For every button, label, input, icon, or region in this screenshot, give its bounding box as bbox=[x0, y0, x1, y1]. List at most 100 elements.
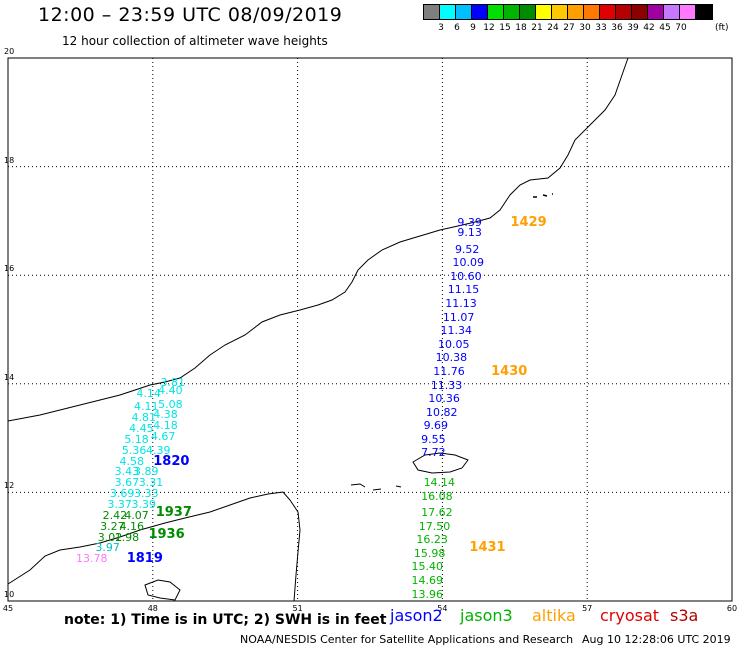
wave-height-value: 10.38 bbox=[435, 351, 468, 365]
satellite-legend-jason3: jason3 bbox=[460, 606, 513, 625]
wave-height-value: 11.34 bbox=[440, 324, 472, 338]
wave-height-value: 15.40 bbox=[411, 560, 444, 574]
pass-time-label: 1430 bbox=[491, 363, 528, 379]
wave-height-value: 3.67 bbox=[114, 476, 140, 490]
lat-lon-grid bbox=[7, 57, 733, 602]
longitude-label: 51 bbox=[292, 604, 303, 613]
wave-height-value: 1.98 bbox=[114, 530, 140, 544]
wave-height-value: 11.33 bbox=[430, 378, 463, 392]
latitude-label: 16 bbox=[4, 264, 15, 274]
units-note: note: 1) Time is in UTC; 2) SWH is in fe… bbox=[64, 612, 387, 628]
wave-height-value: 4.16 bbox=[119, 519, 144, 533]
color-scale-label: 15 bbox=[499, 23, 511, 33]
wave-height-value: 11.15 bbox=[447, 283, 480, 297]
color-scale-label: 70 bbox=[675, 23, 687, 33]
wave-height-value: 4.81 bbox=[131, 411, 157, 425]
latitude-label: 12 bbox=[4, 481, 15, 491]
color-scale-label: 6 bbox=[454, 23, 460, 33]
wave-height-value: 3.69 bbox=[109, 487, 135, 501]
island-kuria-muria bbox=[533, 193, 553, 198]
wave-height-value: 4.45 bbox=[129, 421, 154, 435]
credit-line: NOAA/NESDIS Center for Satellite Applica… bbox=[240, 633, 574, 646]
wave-height-value: 9.55 bbox=[421, 432, 446, 446]
color-scale-label: 9 bbox=[470, 23, 476, 33]
wave-height-value: 9.39 bbox=[457, 215, 482, 229]
wave-height-value: 13.78 bbox=[76, 552, 108, 566]
latitude-label: 10 bbox=[4, 590, 15, 599]
wave-height-value: 17.62 bbox=[421, 506, 453, 520]
wave-height-value: 11.13 bbox=[445, 297, 477, 311]
wave-height-value: 9.52 bbox=[454, 242, 480, 256]
wave-height-value: 3.89 bbox=[133, 465, 159, 479]
wave-height-value: 10.05 bbox=[438, 337, 470, 351]
wave-height-value: 16.23 bbox=[416, 533, 448, 547]
wave-height-value: 3.81 bbox=[160, 375, 186, 389]
wave-height-value: 10.36 bbox=[428, 392, 460, 406]
wave-height-value: 4.18 bbox=[153, 419, 178, 433]
wave-height-value: 4.14 bbox=[136, 386, 161, 400]
color-scale-label: 18 bbox=[515, 23, 527, 33]
pass-time-label: 1820 bbox=[153, 453, 190, 469]
map-frame bbox=[7, 57, 733, 602]
wave-height-value: 3.31 bbox=[138, 476, 164, 490]
color-scale-label: 21 bbox=[531, 23, 543, 33]
wave-height-value: 3.39 bbox=[131, 497, 157, 511]
color-scale-label: 36 bbox=[611, 23, 623, 33]
satellite-legend-s3a: s3a bbox=[670, 606, 699, 625]
coastline-arabia bbox=[7, 57, 629, 422]
wave-height-value: 5.36 bbox=[121, 443, 147, 457]
island-abd-al-kuri bbox=[350, 483, 402, 491]
wave-height-value: 7.72 bbox=[421, 446, 446, 460]
satellite-legend-jason2: jason2 bbox=[390, 606, 443, 625]
wave-height-value: 3.43 bbox=[114, 465, 140, 479]
longitude-label: 45 bbox=[2, 604, 14, 613]
color-scale-swatch bbox=[695, 4, 713, 20]
pass-time-label: 1431 bbox=[469, 540, 506, 556]
color-scale-label: 24 bbox=[547, 23, 559, 33]
wave-height-value: 14.14 bbox=[423, 476, 456, 490]
wave-height-value: 5.08 bbox=[158, 397, 183, 411]
wave-height-value: 14.69 bbox=[411, 573, 444, 587]
wave-height-value: 9.13 bbox=[457, 226, 482, 240]
wave-height-value: 10.09 bbox=[452, 256, 485, 270]
satellite-legend-altika: altika bbox=[532, 606, 576, 625]
color-scale-unit: (ft) bbox=[715, 23, 729, 33]
coast-feature bbox=[144, 579, 181, 601]
wave-height-value: 3.33 bbox=[133, 487, 159, 501]
coastline-somalia bbox=[7, 491, 301, 602]
pass-time-label: 1429 bbox=[510, 214, 547, 230]
wave-height-value: 4.40 bbox=[158, 383, 183, 397]
wave-height-value: 2.42 bbox=[102, 508, 128, 522]
latitude-label: 14 bbox=[4, 372, 15, 382]
color-scale-label: 12 bbox=[483, 23, 495, 33]
latitude-label: 18 bbox=[4, 155, 15, 165]
color-scale-label: 27 bbox=[563, 23, 575, 33]
wave-height-value: 17.50 bbox=[418, 519, 451, 533]
pass-time-label: 1936 bbox=[148, 526, 185, 542]
longitude-label: 60 bbox=[726, 604, 738, 613]
wave-height-value: 4.11 bbox=[133, 400, 159, 414]
color-scale-label: 45 bbox=[659, 23, 671, 33]
wave-height-value: 4.38 bbox=[153, 408, 178, 422]
wave-height-value: 11.07 bbox=[442, 310, 475, 324]
wave-height-value: 3.02 bbox=[97, 530, 123, 544]
island-socotra bbox=[412, 452, 469, 474]
pass-time-label: 1819 bbox=[126, 551, 163, 567]
wave-height-value: 16.08 bbox=[421, 489, 453, 503]
wave-height-value: 5.18 bbox=[124, 432, 149, 446]
color-scale-label: 3 bbox=[438, 23, 444, 33]
longitude-label: 48 bbox=[147, 604, 158, 613]
color-scale-label: 42 bbox=[643, 23, 655, 33]
longitude-label: 57 bbox=[582, 604, 593, 613]
wave-height-value: 4.67 bbox=[150, 430, 176, 444]
wave-height-value: 4.39 bbox=[146, 443, 171, 457]
wave-height-value: 10.60 bbox=[450, 269, 482, 283]
wave-height-value: 15.98 bbox=[413, 546, 446, 560]
wave-height-value: 11.76 bbox=[433, 364, 465, 378]
wave-height-value: 4.07 bbox=[124, 508, 149, 522]
wave-height-value: 4.58 bbox=[119, 454, 144, 468]
wave-height-value: 10.82 bbox=[425, 405, 458, 419]
longitude-label: 54 bbox=[437, 604, 448, 613]
